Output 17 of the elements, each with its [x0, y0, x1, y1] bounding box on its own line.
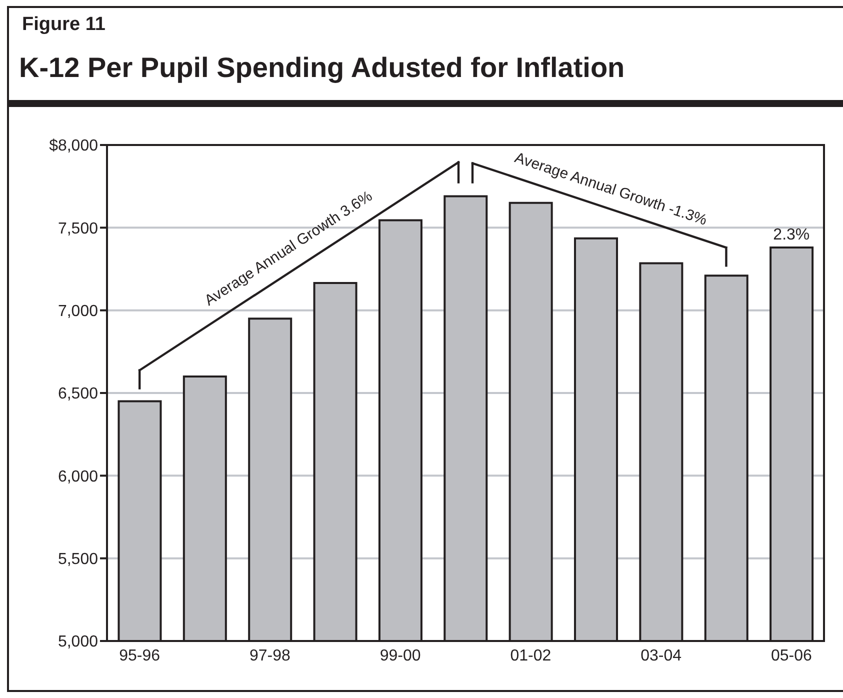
y-tick-label: 7,500	[58, 220, 98, 238]
x-tick-label: 97-98	[249, 647, 291, 664]
annotation: Average Annual Growth -1.3%	[512, 149, 710, 230]
y-tick-label: 5,000	[58, 634, 98, 651]
x-tick-label: 01-02	[510, 647, 552, 664]
y-tick-label: 5,500	[58, 551, 98, 568]
y-tick-label: 6,000	[58, 468, 98, 486]
y-tick-label: $8,000	[49, 138, 98, 155]
y-tick-label: 6,500	[58, 386, 98, 403]
chart-title: K-12 Per Pupil Spending Adusted for Inflation	[19, 52, 625, 84]
x-tick-label: 95-96	[119, 647, 160, 664]
x-tick-label: 05-06	[770, 647, 812, 664]
x-tick-label: 03-04	[640, 647, 682, 664]
y-tick-label: 7,000	[58, 303, 98, 320]
chart-subtitle: Figure 11	[22, 14, 106, 36]
annotation: 2.3%	[773, 226, 810, 244]
x-tick-label: 99-00	[380, 647, 421, 664]
